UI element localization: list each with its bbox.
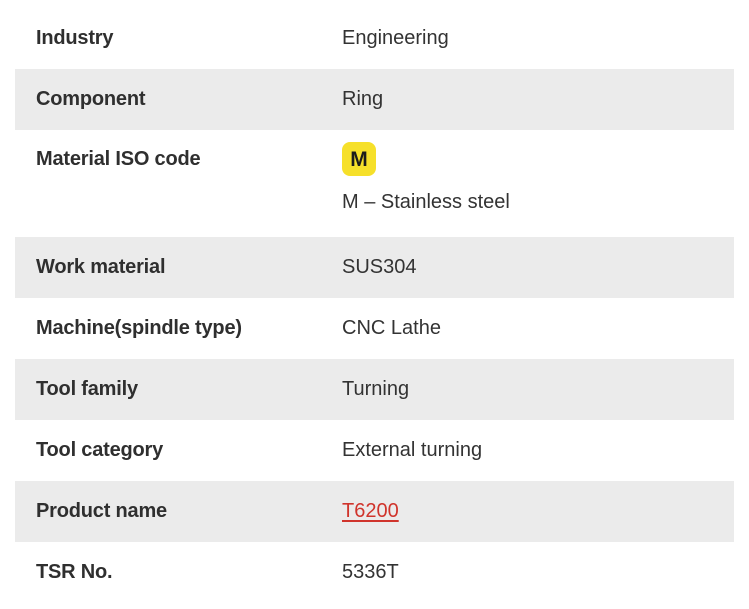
row-label: Tool category — [36, 439, 164, 461]
row-label: Industry — [36, 27, 114, 49]
row-label: Work material — [36, 256, 166, 278]
row-value: Engineering — [342, 27, 449, 49]
row-label: Material ISO code — [36, 148, 201, 170]
table-row-material-iso-code: Material ISO code M M – Stainless steel — [15, 130, 734, 237]
material-iso-badge: M — [342, 142, 376, 176]
row-value: CNC Lathe — [342, 317, 441, 339]
table-row-tool-family: Tool family Turning — [15, 359, 734, 420]
table-row-tool-category: Tool category External turning — [15, 420, 734, 481]
row-value: 5336T — [342, 561, 399, 583]
table-row-work-material: Work material SUS304 — [15, 237, 734, 298]
table-row-component: Component Ring — [15, 69, 734, 130]
table-row-product-name: Product name T6200 — [15, 481, 734, 542]
row-value: M M – Stainless steel — [342, 142, 734, 215]
row-value: External turning — [342, 439, 483, 461]
row-value: Turning — [342, 378, 410, 400]
product-name-link[interactable]: T6200 — [342, 500, 399, 522]
row-value: SUS304 — [342, 256, 417, 278]
row-label: Machine(spindle type) — [36, 317, 242, 339]
row-value: Ring — [342, 88, 384, 110]
table-row-tsr-no: TSR No. 5336T — [15, 542, 734, 603]
row-label: Component — [36, 88, 146, 110]
table-row-industry: Industry Engineering — [15, 8, 734, 69]
row-label: Product name — [36, 500, 167, 522]
material-iso-caption: M – Stainless steel — [342, 191, 510, 213]
row-value: T6200 — [342, 499, 734, 524]
row-label: Tool family — [36, 378, 138, 400]
row-label: TSR No. — [36, 561, 113, 583]
table-row-machine-spindle-type: Machine(spindle type) CNC Lathe — [15, 298, 734, 359]
